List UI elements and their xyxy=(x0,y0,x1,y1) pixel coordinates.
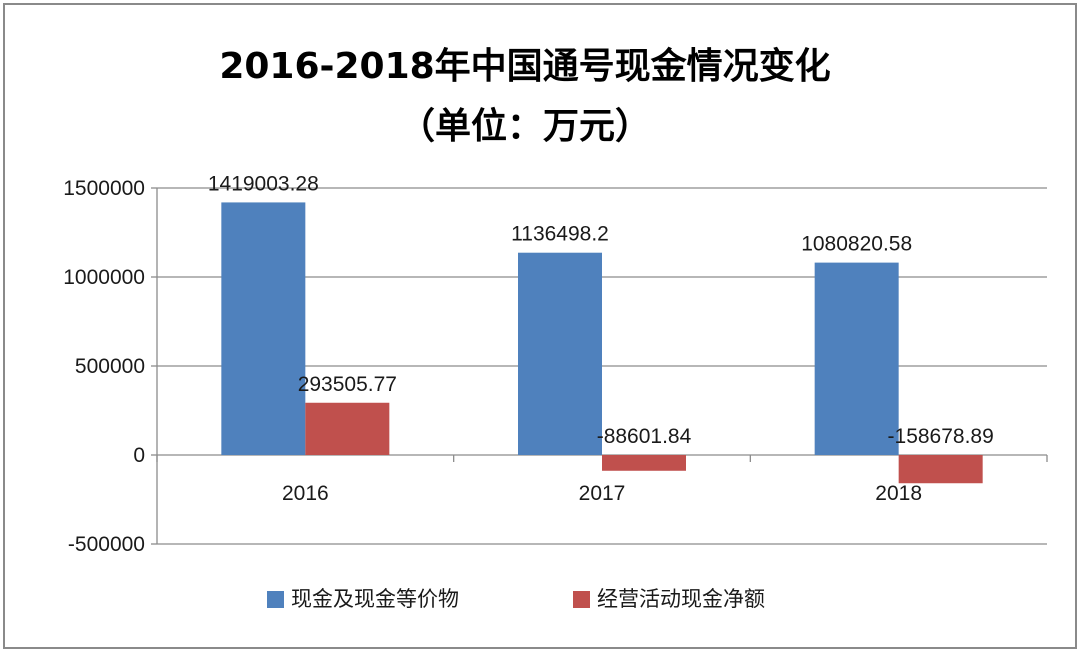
y-tick-label: 1000000 xyxy=(63,266,145,289)
x-tick-label: 2018 xyxy=(875,482,922,505)
bar-cash-equivalents xyxy=(518,252,602,455)
plot-area: 1500000 1000000 500000 0 -500000 1419003.28 29… xyxy=(63,172,1048,556)
y-tick-label: 1500000 xyxy=(63,177,145,200)
chart-canvas: 2016-2018年中国通号现金情况变化 （单位：万元） 1500000 1000… xyxy=(63,45,1048,611)
legend-label: 现金及现金等价物 xyxy=(291,587,459,611)
bar-cash-equivalents xyxy=(221,202,306,455)
data-label: -88601.84 xyxy=(597,425,692,448)
legend-swatch xyxy=(267,591,284,608)
y-tick-label: 0 xyxy=(133,444,145,467)
y-tick-label: 500000 xyxy=(75,355,145,378)
chart-title: 2016-2018年中国通号现金情况变化 xyxy=(219,45,830,87)
bar-cash-equivalents xyxy=(814,262,899,455)
bar-operating-cashflow xyxy=(305,402,390,455)
data-label: 1080820.58 xyxy=(801,233,912,256)
bar-operating-cashflow xyxy=(602,455,686,471)
legend-swatch xyxy=(573,591,590,608)
data-label: 1419003.28 xyxy=(208,172,319,195)
bar-operating-cashflow xyxy=(898,455,983,484)
data-label: 1136498.2 xyxy=(511,223,609,246)
chart-subtitle: （单位：万元） xyxy=(399,106,651,147)
legend: 现金及现金等价物 经营活动现金净额 xyxy=(267,587,765,611)
y-tick-label: -500000 xyxy=(68,533,145,556)
data-label: 293505.77 xyxy=(298,373,397,396)
x-tick-label: 2017 xyxy=(579,482,626,505)
x-tick-label: 2016 xyxy=(282,482,329,505)
chart-frame: 2016-2018年中国通号现金情况变化 （单位：万元） 1500000 1000… xyxy=(3,3,1077,649)
legend-label: 经营活动现金净额 xyxy=(597,587,765,611)
data-label: -158678.89 xyxy=(888,425,994,448)
